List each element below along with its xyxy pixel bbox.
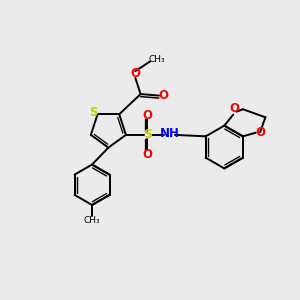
Text: O: O [130, 67, 140, 80]
Text: O: O [142, 109, 152, 122]
Text: O: O [255, 126, 265, 139]
Text: S: S [89, 106, 97, 119]
Text: CH₃: CH₃ [148, 56, 165, 64]
Text: O: O [230, 102, 240, 115]
Text: O: O [142, 148, 152, 161]
Text: CH₃: CH₃ [84, 216, 100, 225]
Text: NH: NH [160, 127, 179, 140]
Text: S: S [143, 128, 152, 141]
Text: O: O [158, 89, 168, 102]
